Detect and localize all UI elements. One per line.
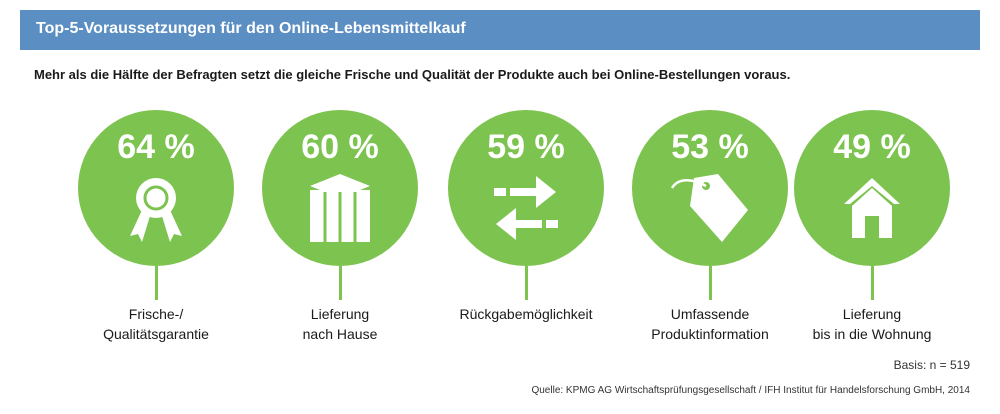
item-produktinformation: 53 % Umfassende Produktinformation <box>604 110 804 350</box>
stem-line <box>871 266 874 300</box>
percentage-circle: 64 % <box>78 110 234 266</box>
stem-line <box>155 266 158 300</box>
category-label: Lieferung bis in die Wohnung <box>812 306 932 342</box>
sample-basis: Basis: n = 519 <box>893 358 970 372</box>
percentage-label: 60 % <box>301 128 379 166</box>
category-label: Lieferung nach Hause <box>302 306 378 342</box>
package-box-icon <box>310 174 370 242</box>
chart-subtitle: Mehr als die Hälfte der Befragten setzt … <box>34 67 791 82</box>
house-icon <box>844 178 900 238</box>
percentage-circle: 60 % <box>262 110 418 266</box>
exchange-arrows-icon <box>494 176 558 240</box>
item-rueckgabe: 59 % Rückgabemöglichkeit <box>420 110 620 350</box>
price-tag-icon <box>670 174 748 242</box>
award-ribbon-icon <box>130 178 182 242</box>
percentage-circle: 59 % <box>448 110 604 266</box>
stem-line <box>525 266 528 300</box>
category-label: Umfassende Produktinformation <box>651 306 769 342</box>
stem-line <box>339 266 342 300</box>
percentage-label: 49 % <box>833 128 911 166</box>
percentage-label: 59 % <box>487 128 565 166</box>
chart-title: Top-5-Voraussetzungen für den Online-Leb… <box>36 20 466 37</box>
percentage-circle: 53 % <box>632 110 788 266</box>
item-frische: 64 % Frische-/ Qualitätsgarantie <box>50 110 250 350</box>
source-note: Quelle: KPMG AG Wirtschaftsprüfungsgesel… <box>531 385 970 396</box>
item-lieferung-wohnung: 49 % Lieferung bis in die Wohnung <box>766 110 966 350</box>
percentage-label: 64 % <box>117 128 195 166</box>
percentage-label: 53 % <box>671 128 749 166</box>
item-lieferung-haus: 60 % Lieferung nach Hause <box>234 110 434 350</box>
category-label: Frische-/ Qualitätsgarantie <box>103 306 209 342</box>
category-label: Rückgabemöglichkeit <box>459 306 593 322</box>
percentage-circle: 49 % <box>794 110 950 266</box>
header-bar: Top-5-Voraussetzungen für den Online-Leb… <box>20 10 980 50</box>
stem-line <box>709 266 712 300</box>
